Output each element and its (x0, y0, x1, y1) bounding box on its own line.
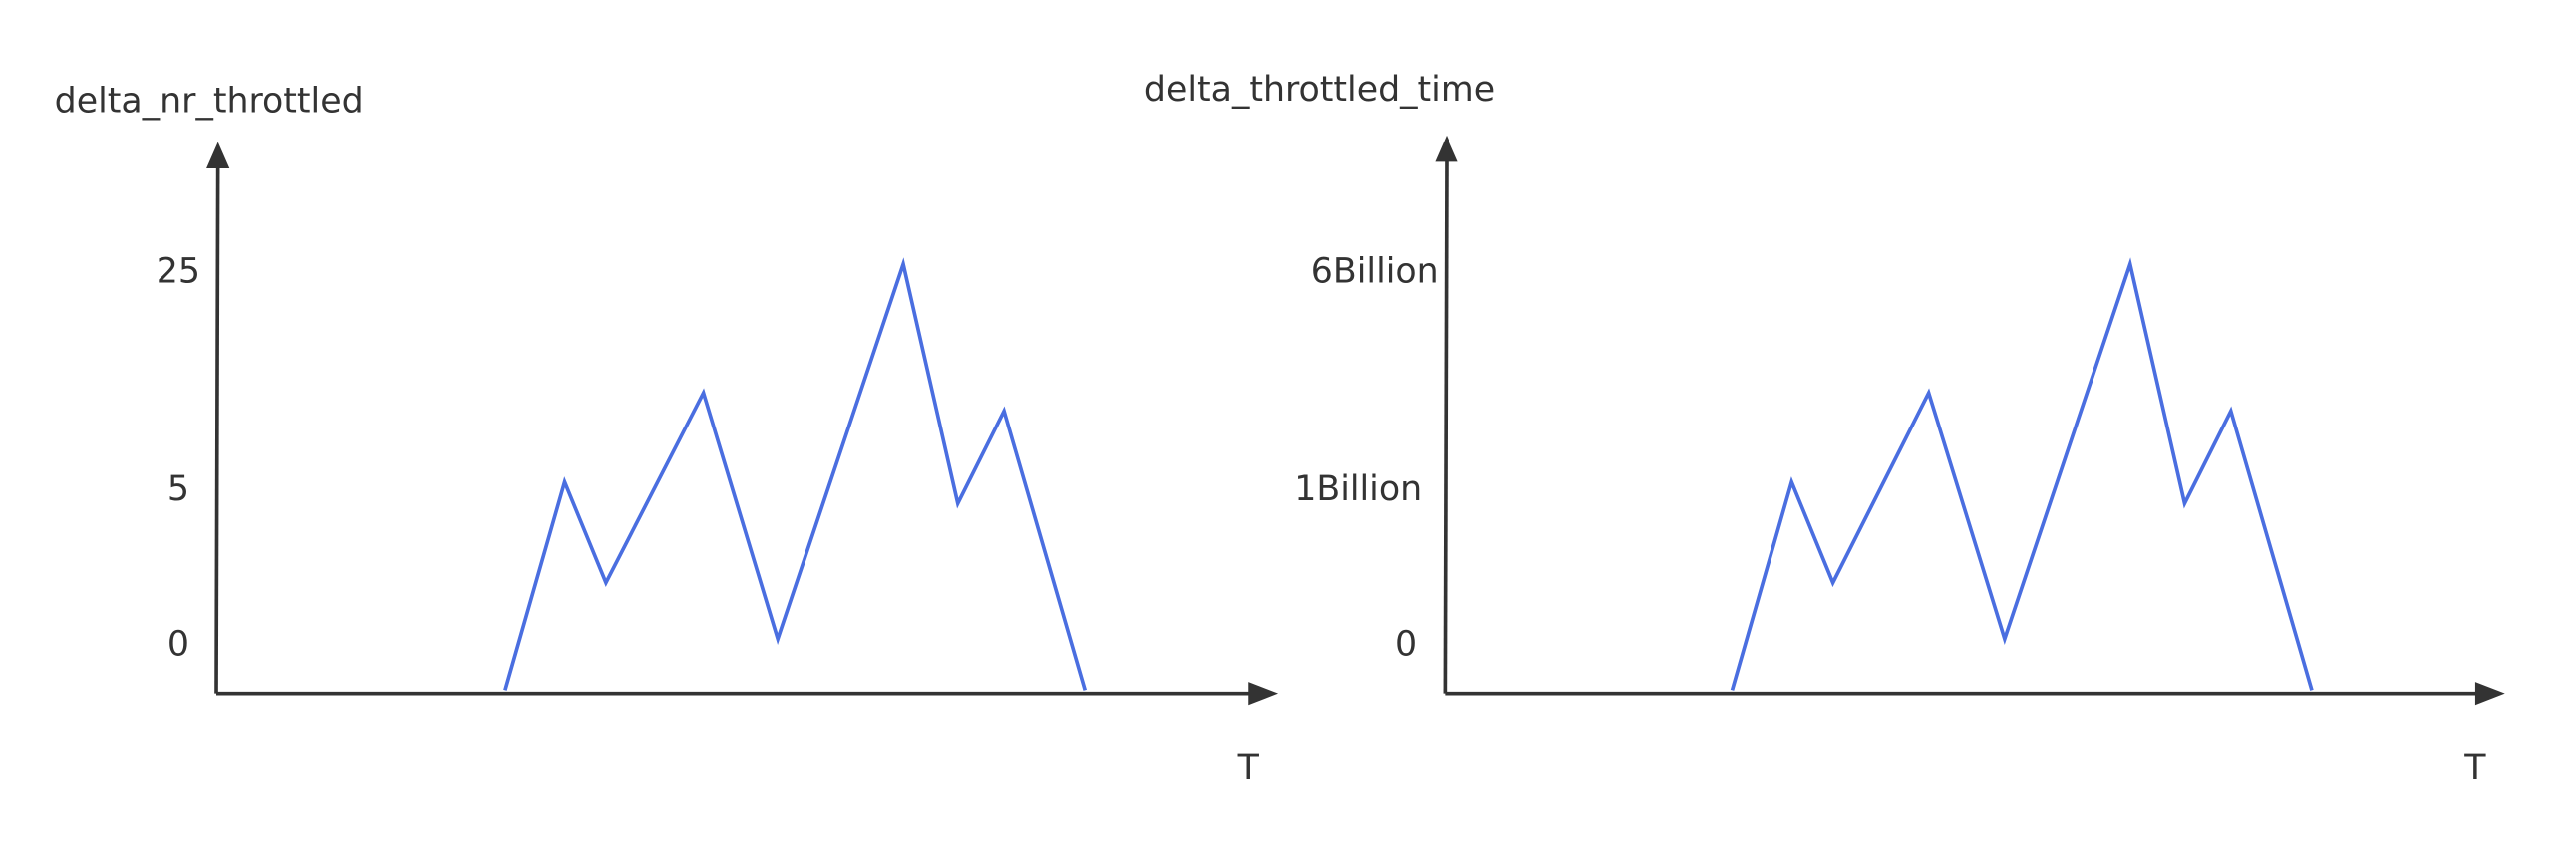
y-tick-label: 0 (1395, 625, 1417, 665)
y-axis-label: delta_nr_throttled (55, 82, 364, 122)
x-arrow (2474, 682, 2505, 706)
y-arrow (206, 142, 230, 168)
y-tick-label: 25 (157, 251, 200, 291)
y-tick-label: 0 (167, 625, 189, 665)
left-chart: delta_nr_throttled 25 5 0 T (55, 82, 1279, 788)
y-axis-label: delta_throttled_time (1144, 70, 1495, 110)
curve (503, 257, 1088, 691)
y-arrow (1435, 135, 1458, 162)
y-tick-label: 5 (167, 469, 189, 509)
x-axis-label: T (1237, 748, 1260, 788)
y-tick-label: 1Billion (1294, 469, 1422, 509)
y-axis (214, 161, 220, 694)
y-axis (1443, 154, 1449, 694)
x-arrow (1248, 682, 1279, 706)
curve (1730, 257, 2314, 691)
x-axis-label: T (2463, 748, 2486, 788)
y-tick-label: 6Billion (1311, 251, 1439, 291)
right-chart: delta_throttled_time 6Billion 1Billion 0… (1144, 70, 2505, 788)
